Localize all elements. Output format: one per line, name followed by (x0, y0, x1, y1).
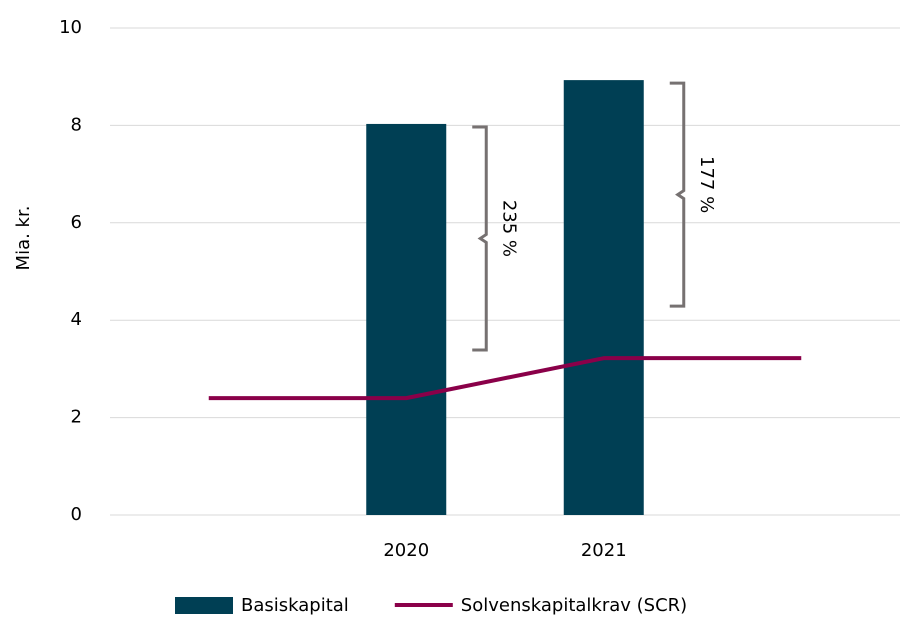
y-tick-label: 2 (71, 407, 82, 428)
line (208, 356, 802, 401)
annotation: 235 % (498, 200, 519, 257)
y-tick-label: 6 (71, 212, 82, 233)
y-tick-label: 4 (71, 309, 82, 330)
y-tick-label: 0 (71, 504, 82, 525)
x-tick-label: 2020 (383, 540, 429, 561)
y-axis-label: Mia. kr. (13, 206, 34, 271)
bar (563, 80, 644, 515)
annotation: 177 % (696, 156, 717, 213)
brace (472, 125, 488, 352)
x-tick-label: 2021 (581, 540, 627, 561)
brace (669, 81, 686, 308)
legend-label: Basiskapital (241, 595, 349, 616)
bar (366, 123, 447, 516)
y-tick-label: 10 (59, 17, 82, 38)
legend-swatch (175, 597, 233, 614)
legend-label: Solvenskapitalkrav (SCR) (461, 595, 687, 616)
y-tick-label: 8 (71, 114, 82, 135)
